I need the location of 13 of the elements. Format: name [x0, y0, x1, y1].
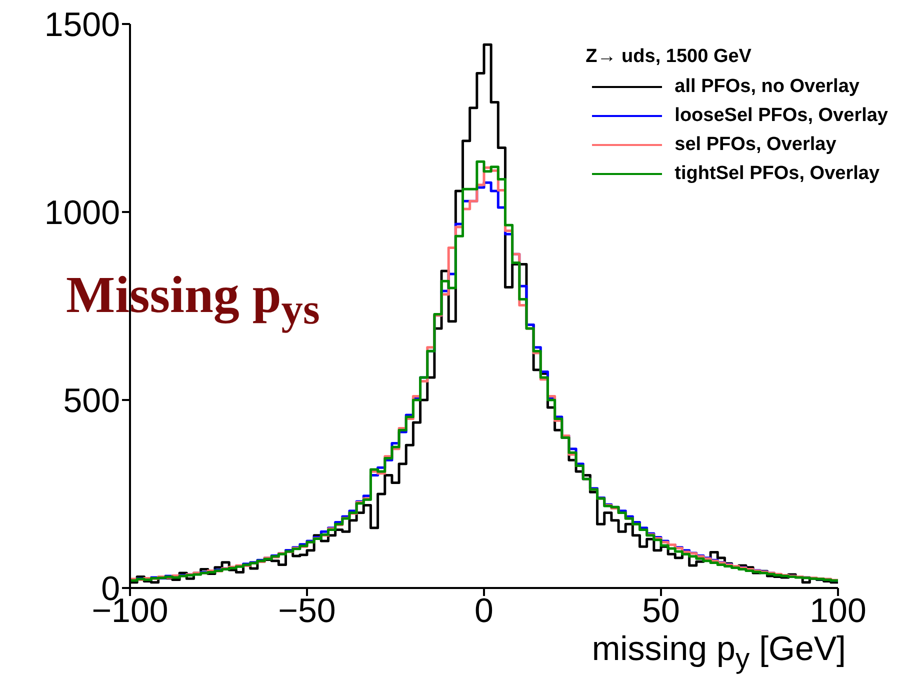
y-tick-label: 500	[63, 382, 120, 420]
x-axis-title: missing p$_{y}$ [GeV]	[592, 630, 846, 676]
y-tick-label: 1000	[44, 194, 120, 232]
legend-label: looseSel PFOs, Overlay	[674, 104, 888, 126]
x-tick-label: −50	[278, 592, 336, 630]
legend-label: sel PFOs, Overlay	[674, 134, 836, 156]
legend-label: tightSel PFOs, Overlay	[674, 162, 880, 184]
y-tick-label: 1500	[44, 6, 120, 44]
legend-title: Z→ uds, 1500 GeV	[586, 46, 752, 68]
x-tick-label: 100	[810, 592, 866, 630]
x-tick-label: 0	[474, 592, 494, 630]
legend-label: all PFOs, no Overlay	[674, 76, 860, 98]
x-tick-label: 50	[642, 592, 680, 630]
